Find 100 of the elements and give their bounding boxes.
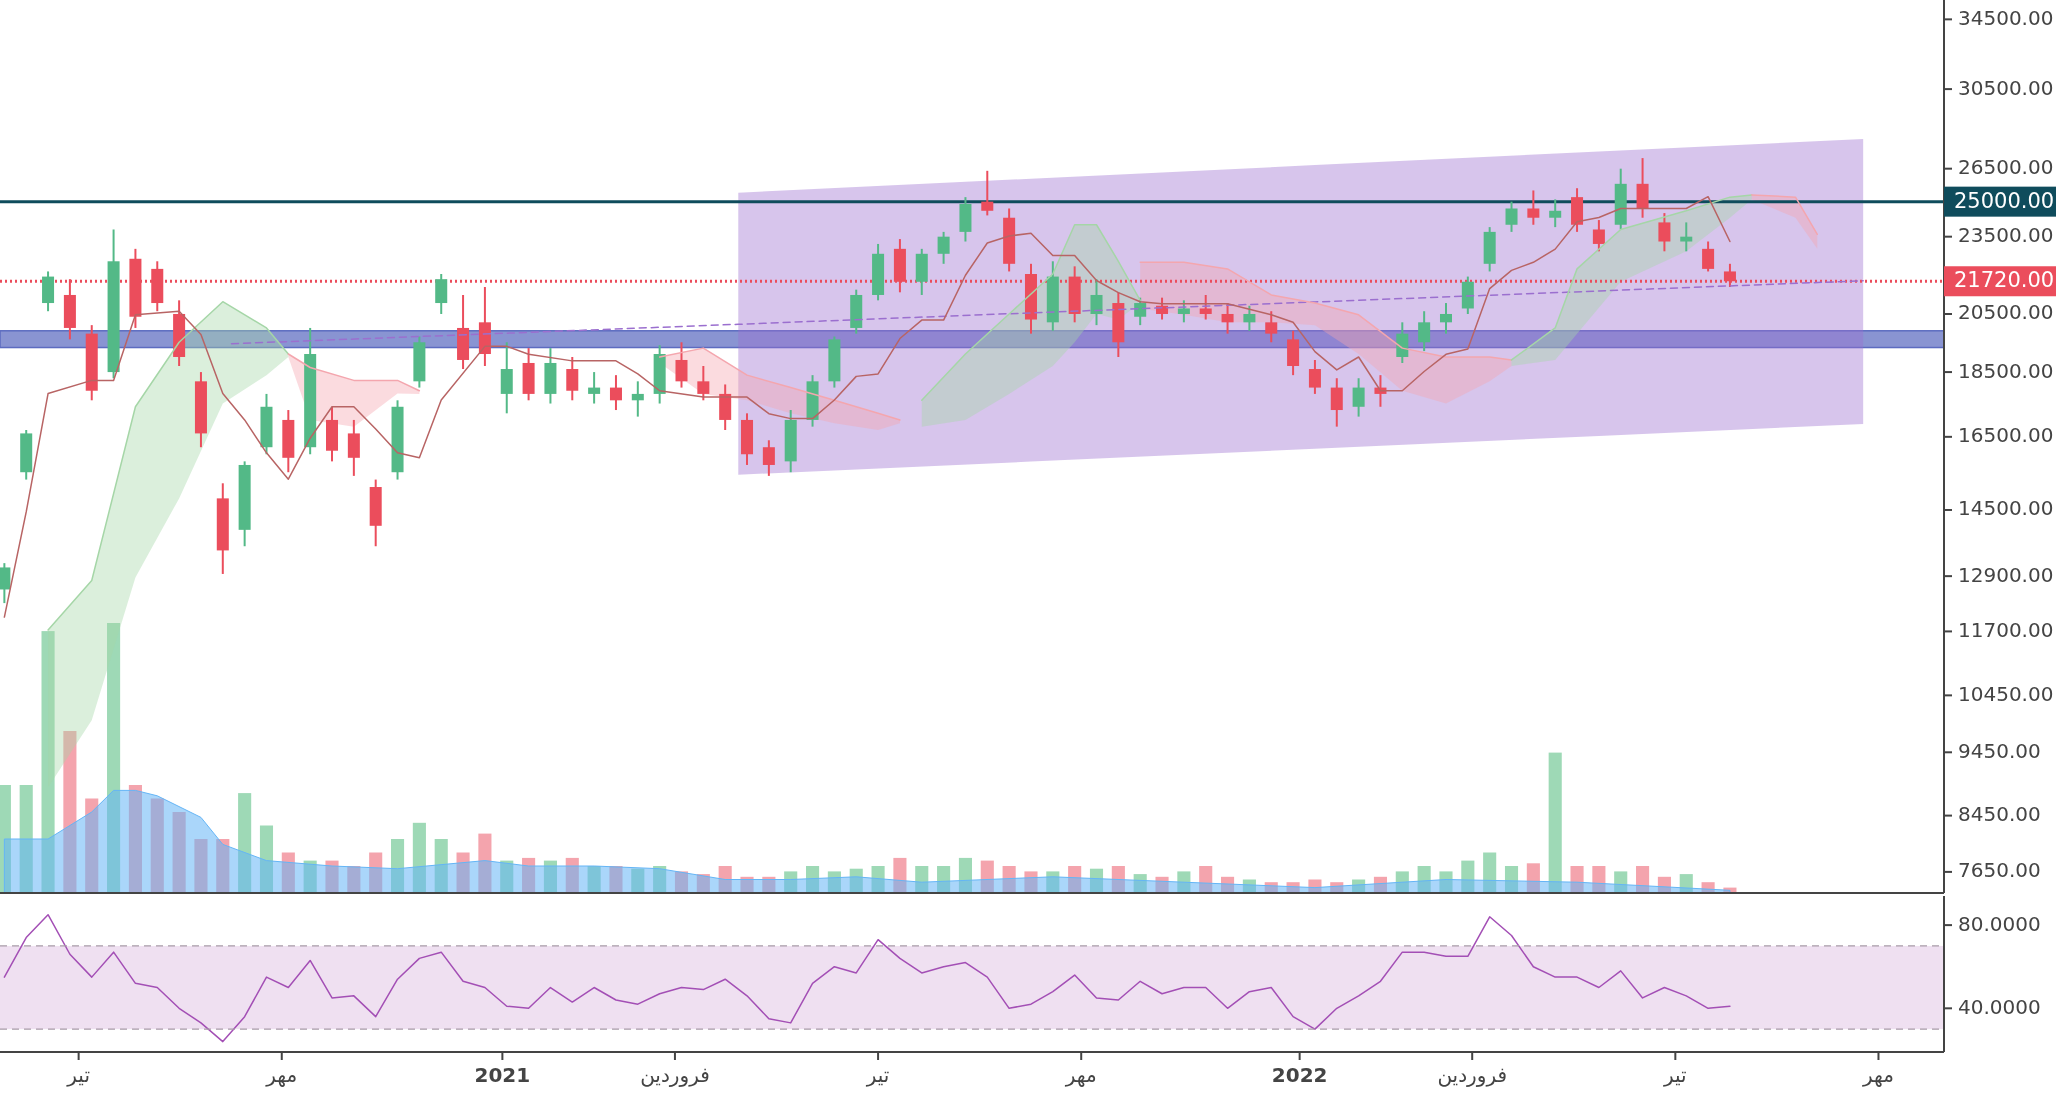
bar bbox=[915, 866, 929, 893]
bar bbox=[893, 857, 907, 893]
y-tick-label: 12900.00 bbox=[1958, 562, 2054, 587]
bar bbox=[1330, 882, 1344, 893]
bar bbox=[980, 860, 994, 893]
bar bbox=[369, 852, 383, 893]
line-series bbox=[1139, 261, 1513, 361]
candlestick bbox=[762, 439, 775, 477]
bar bbox=[456, 852, 470, 893]
bar bbox=[19, 785, 33, 893]
bar bbox=[849, 868, 863, 893]
x-tick-label: تیر bbox=[66, 1063, 90, 1087]
candlestick bbox=[1177, 299, 1190, 324]
bar bbox=[500, 860, 514, 893]
bar bbox=[1439, 871, 1453, 893]
bar bbox=[1155, 876, 1169, 893]
bar bbox=[194, 839, 208, 893]
y-tick-label: 7650.00 bbox=[1958, 858, 2041, 883]
bar bbox=[259, 825, 274, 893]
y-tick-label: 30500.00 bbox=[1958, 75, 2054, 100]
x-tick-label: 2021 bbox=[474, 1063, 531, 1087]
bar bbox=[172, 812, 186, 893]
bar bbox=[150, 798, 164, 893]
bar bbox=[696, 874, 710, 893]
candlestick bbox=[631, 380, 644, 418]
bar bbox=[806, 866, 820, 893]
bar bbox=[740, 876, 754, 893]
candlestick bbox=[697, 364, 710, 402]
bar bbox=[1483, 852, 1497, 893]
candlestick bbox=[435, 273, 448, 315]
candlestick bbox=[1090, 278, 1103, 327]
y-tick-label: 34500.00 bbox=[1958, 5, 2054, 30]
candlestick bbox=[1439, 302, 1452, 335]
bar bbox=[1417, 866, 1431, 893]
bar bbox=[1548, 752, 1562, 893]
bar bbox=[1526, 863, 1540, 893]
bar bbox=[1024, 871, 1038, 893]
bar bbox=[958, 857, 972, 893]
y-tick-label: 11700.00 bbox=[1958, 617, 2054, 642]
bar bbox=[216, 839, 230, 893]
line-series bbox=[287, 353, 421, 392]
bar bbox=[1199, 866, 1213, 893]
y-tick-label: 80.0000 bbox=[1958, 911, 2041, 936]
candlestick bbox=[1243, 304, 1256, 332]
bar bbox=[1592, 866, 1606, 893]
bar bbox=[238, 793, 252, 893]
bar bbox=[1111, 866, 1125, 893]
y-tick-label: 8450.00 bbox=[1958, 802, 2041, 827]
x-tick-label: فروردین bbox=[1437, 1063, 1507, 1087]
bar bbox=[1046, 871, 1060, 893]
x-tick-label: فروردین bbox=[640, 1063, 710, 1087]
bar bbox=[1679, 874, 1693, 893]
candlestick bbox=[588, 371, 601, 405]
candlestick bbox=[1680, 221, 1693, 253]
x-tick-label: مهر bbox=[1861, 1063, 1894, 1087]
bar bbox=[41, 631, 55, 893]
x-tick-label: مهر bbox=[265, 1063, 298, 1087]
y-tick-label: 40.0000 bbox=[1958, 994, 2041, 1019]
bar bbox=[565, 857, 579, 893]
bar bbox=[1636, 866, 1650, 893]
bar bbox=[63, 731, 77, 893]
bar bbox=[871, 866, 885, 893]
bar bbox=[1002, 866, 1016, 893]
candlestick bbox=[1592, 219, 1605, 253]
bar bbox=[128, 785, 142, 893]
ref-line-label: 21720.00 bbox=[1954, 268, 2055, 293]
bar bbox=[412, 822, 426, 893]
candlestick bbox=[566, 355, 579, 402]
candlestick bbox=[675, 341, 688, 389]
y-tick-label: 16500.00 bbox=[1958, 423, 2054, 448]
bar bbox=[653, 866, 667, 893]
ref-line-label: 25000.00 bbox=[1954, 188, 2055, 213]
bar bbox=[784, 871, 798, 893]
bar bbox=[674, 871, 689, 893]
bar bbox=[390, 839, 405, 893]
bar bbox=[281, 852, 295, 893]
bar bbox=[827, 871, 841, 893]
x-tick-label: مهر bbox=[1064, 1063, 1097, 1087]
candlestick bbox=[1527, 189, 1540, 226]
bar bbox=[1461, 860, 1475, 893]
y-tick-label: 20500.00 bbox=[1958, 300, 2054, 325]
bar bbox=[609, 866, 623, 893]
x-tick-label: تیر bbox=[1663, 1063, 1687, 1087]
line-series bbox=[47, 300, 290, 631]
bar bbox=[347, 866, 361, 893]
bar bbox=[107, 623, 121, 893]
candlestick bbox=[1134, 296, 1147, 327]
bar bbox=[718, 866, 732, 893]
bar bbox=[1286, 882, 1300, 893]
candlestick bbox=[1418, 310, 1431, 353]
candlestick bbox=[1199, 293, 1212, 321]
candlestick bbox=[1396, 321, 1409, 364]
candlestick bbox=[1505, 200, 1518, 233]
bar bbox=[1221, 876, 1235, 893]
y-tick-label: 23500.00 bbox=[1958, 223, 2054, 248]
bar bbox=[1504, 866, 1519, 893]
candlestick bbox=[1308, 358, 1321, 395]
candlestick bbox=[1658, 212, 1671, 253]
bar bbox=[1133, 874, 1147, 893]
bar bbox=[1395, 871, 1409, 893]
